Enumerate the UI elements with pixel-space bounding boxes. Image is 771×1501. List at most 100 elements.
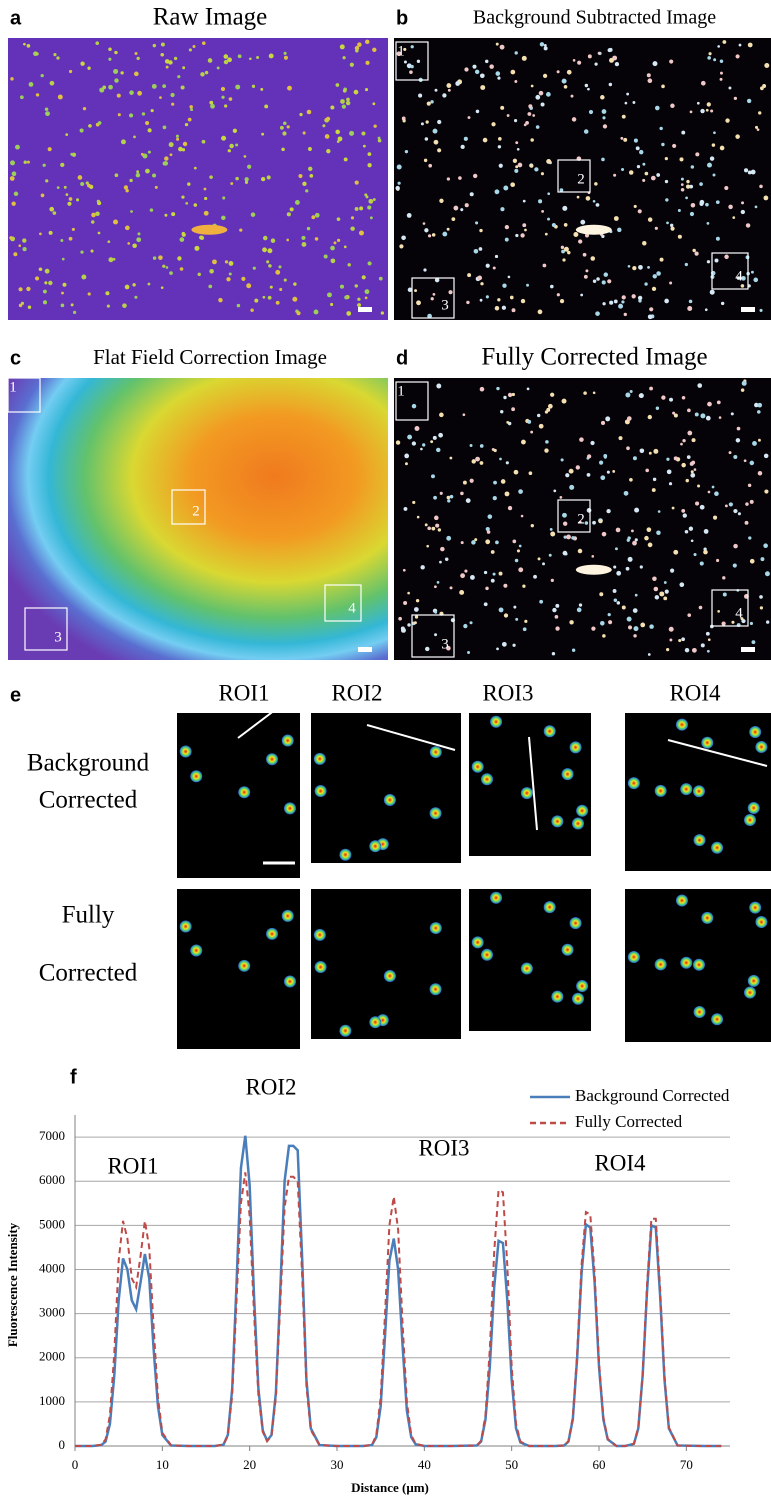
bead [486, 264, 490, 268]
roi-box-label: 4 [735, 268, 743, 284]
bead [651, 176, 656, 181]
bead [311, 215, 315, 219]
row-label: Corrected [39, 787, 138, 814]
bead [670, 104, 674, 108]
bead [491, 122, 495, 126]
bead-spot [430, 807, 442, 819]
bead [592, 521, 596, 525]
bead [499, 607, 504, 612]
bead-spot [180, 746, 192, 758]
bead [656, 530, 661, 535]
bead [587, 508, 592, 513]
bead [475, 70, 479, 74]
bead [572, 117, 577, 122]
bead [466, 301, 469, 304]
bead [579, 437, 584, 442]
bead-spot [694, 834, 706, 846]
bead [370, 216, 373, 219]
bead [614, 300, 618, 304]
bead [689, 300, 693, 304]
bead [585, 269, 588, 272]
bead [199, 235, 203, 239]
bead [648, 78, 653, 83]
bead [27, 44, 31, 48]
bead [70, 153, 73, 156]
bead [209, 269, 214, 274]
bead [652, 576, 657, 581]
bead [420, 448, 423, 451]
bead-spot [680, 957, 692, 969]
bead [351, 216, 354, 219]
bead [626, 446, 630, 450]
bead-spot [384, 970, 396, 982]
bead-spot [755, 916, 767, 928]
bead [753, 278, 758, 283]
bead [466, 498, 471, 503]
bead [212, 259, 217, 264]
bead [546, 159, 551, 164]
bead [276, 301, 280, 305]
bead [170, 153, 173, 156]
bead [493, 266, 496, 269]
bead [460, 492, 464, 496]
bead [238, 54, 242, 58]
bead [531, 85, 534, 88]
bead [10, 176, 15, 181]
bead [467, 651, 470, 654]
bead-spot [628, 777, 640, 789]
column-header: ROI3 [482, 680, 533, 705]
bead [760, 606, 763, 609]
bead [527, 112, 531, 116]
bead [247, 165, 251, 169]
bead-spot [693, 785, 705, 797]
bead [152, 173, 156, 177]
bead [731, 412, 734, 415]
bead [194, 246, 199, 251]
bead [405, 150, 408, 153]
bead [416, 599, 419, 602]
bead [447, 499, 450, 502]
bead [433, 293, 436, 296]
bead [480, 85, 485, 90]
bead [655, 106, 660, 111]
bead [505, 238, 509, 242]
bead [552, 652, 555, 655]
bead [664, 299, 669, 304]
bead [433, 129, 438, 134]
bead [487, 530, 491, 534]
bead [496, 387, 499, 390]
bead [263, 236, 268, 241]
y-tick-label: 4000 [39, 1260, 65, 1275]
bead [691, 539, 694, 542]
bead-spot [282, 910, 294, 922]
bead [564, 247, 569, 252]
bead [337, 140, 340, 143]
bead [150, 208, 153, 211]
bead [180, 237, 185, 242]
bead [601, 158, 605, 162]
bead [627, 539, 630, 542]
bead [80, 129, 84, 133]
bead-spot [521, 787, 533, 799]
roi-box-label: 2 [192, 503, 200, 519]
bead [687, 306, 692, 311]
bead [373, 125, 376, 128]
bead [287, 125, 290, 128]
bead [539, 600, 543, 604]
panel-letter: a [10, 7, 22, 29]
bead [39, 232, 42, 235]
bead [528, 104, 532, 108]
bead [541, 102, 545, 106]
bead [601, 421, 605, 425]
bead [748, 171, 752, 175]
bead [18, 244, 21, 247]
bead [679, 157, 683, 161]
bead [202, 41, 206, 45]
bead [115, 173, 119, 177]
bead [564, 223, 568, 227]
bead [720, 146, 725, 151]
bead [543, 264, 547, 268]
bead [67, 202, 71, 206]
bead [555, 626, 559, 630]
bead [129, 113, 133, 117]
